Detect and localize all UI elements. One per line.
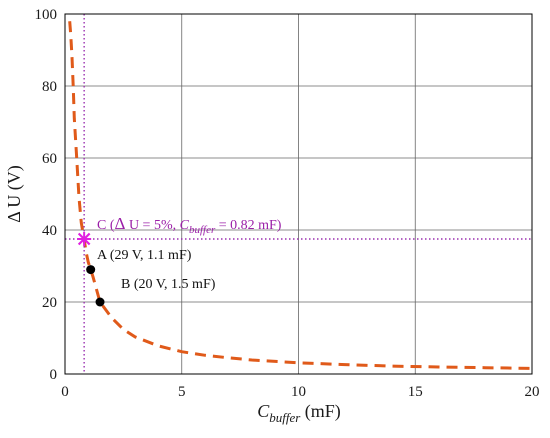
annotation-c: C (Δ U = 5%, Cbuffer = 0.82 mF) [97, 214, 282, 236]
annotation-c-delta: Δ [115, 214, 126, 233]
grid [64, 13, 533, 375]
y-tick-label: 60 [42, 151, 57, 167]
series-line [68, 21, 533, 370]
x-axis-label: Cbuffer (mF) [257, 401, 341, 425]
annotation-c-main: C [180, 218, 190, 233]
y-tick-label: 80 [42, 79, 57, 95]
annotation-c-lead: C ( [97, 218, 115, 233]
x-tick-label: 20 [525, 384, 540, 400]
x-tick-label: 0 [61, 384, 69, 400]
annotation-c-mid: U = 5%, [125, 218, 179, 233]
y-tick-label: 100 [35, 7, 58, 23]
x-axis-label-main: C [257, 401, 270, 421]
reference-lines [65, 14, 532, 374]
point-markers [77, 232, 105, 307]
y-tick-label: 20 [42, 295, 57, 311]
curve-layer [68, 21, 533, 370]
point-c-marker [77, 232, 92, 246]
y-axis-label: Δ U (V) [4, 165, 25, 223]
x-tick-label: 10 [291, 384, 306, 400]
plot-frame [64, 13, 533, 375]
x-tick-label: 5 [178, 384, 186, 400]
annotation-c-sub: buffer [189, 224, 216, 236]
x-tick-label: 15 [408, 384, 423, 400]
annotation-c-tail: = 0.82 mF) [215, 218, 282, 233]
x-axis-label-sub: buffer [269, 410, 301, 425]
y-tick-labels: 0 20 40 60 80 100 [35, 7, 58, 383]
point-a-marker [86, 265, 96, 275]
annotation-a: A (29 V, 1.1 mF) [97, 248, 192, 263]
point-b-marker [95, 297, 105, 307]
x-tick-labels: 0 5 10 15 20 [61, 384, 539, 400]
y-tick-label: 0 [50, 367, 58, 383]
annotation-b: B (20 V, 1.5 mF) [121, 277, 216, 292]
x-axis-label-unit: (mF) [300, 401, 341, 422]
y-tick-label: 40 [42, 223, 57, 239]
